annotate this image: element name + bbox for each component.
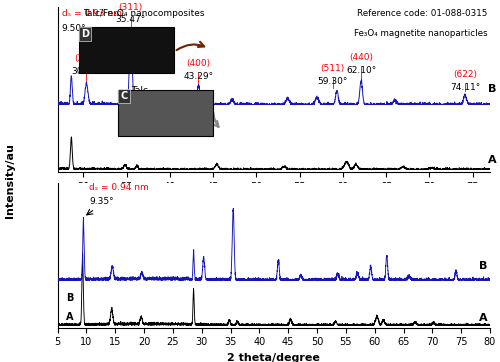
Text: (622): (622) <box>453 70 477 79</box>
Text: (440): (440) <box>349 53 373 62</box>
Text: 35.47°: 35.47° <box>116 15 146 24</box>
X-axis label: 2 theta/degree: 2 theta/degree <box>228 353 320 362</box>
Text: (400): (400) <box>186 59 210 68</box>
Text: 9.50°: 9.50° <box>62 24 86 33</box>
Text: Talc: Talc <box>131 86 148 95</box>
Text: (220): (220) <box>74 55 98 63</box>
Text: dₛ = 0.94 nm: dₛ = 0.94 nm <box>89 183 149 192</box>
Text: Talc/Fe₃O₄ nanocomposites: Talc/Fe₃O₄ nanocomposites <box>84 9 205 18</box>
Text: Reference code: 01-088-0315: Reference code: 01-088-0315 <box>358 9 488 18</box>
Text: 74.11°: 74.11° <box>450 83 480 92</box>
Text: B: B <box>66 294 74 303</box>
Text: A: A <box>478 313 487 323</box>
Bar <box>79 27 174 73</box>
Text: 9.35°: 9.35° <box>89 197 114 206</box>
Text: B: B <box>488 84 496 94</box>
Text: (511): (511) <box>320 64 344 73</box>
Text: A: A <box>488 155 497 165</box>
Text: (311): (311) <box>118 3 143 12</box>
Text: 43.29°: 43.29° <box>184 72 214 81</box>
Text: 62.10°: 62.10° <box>346 66 376 75</box>
Text: Intensity/au: Intensity/au <box>5 144 15 218</box>
Bar <box>118 89 213 136</box>
Text: dₛ = 0.93 nm: dₛ = 0.93 nm <box>62 9 122 18</box>
Text: C: C <box>120 91 128 101</box>
Text: B: B <box>478 261 487 271</box>
Text: 30.35°: 30.35° <box>72 67 102 76</box>
Text: 59.30°: 59.30° <box>318 77 348 86</box>
Text: A: A <box>66 312 74 323</box>
Text: Fe₃O₄ magnetite nanoparticles: Fe₃O₄ magnetite nanoparticles <box>354 29 488 38</box>
Text: D: D <box>82 29 90 39</box>
